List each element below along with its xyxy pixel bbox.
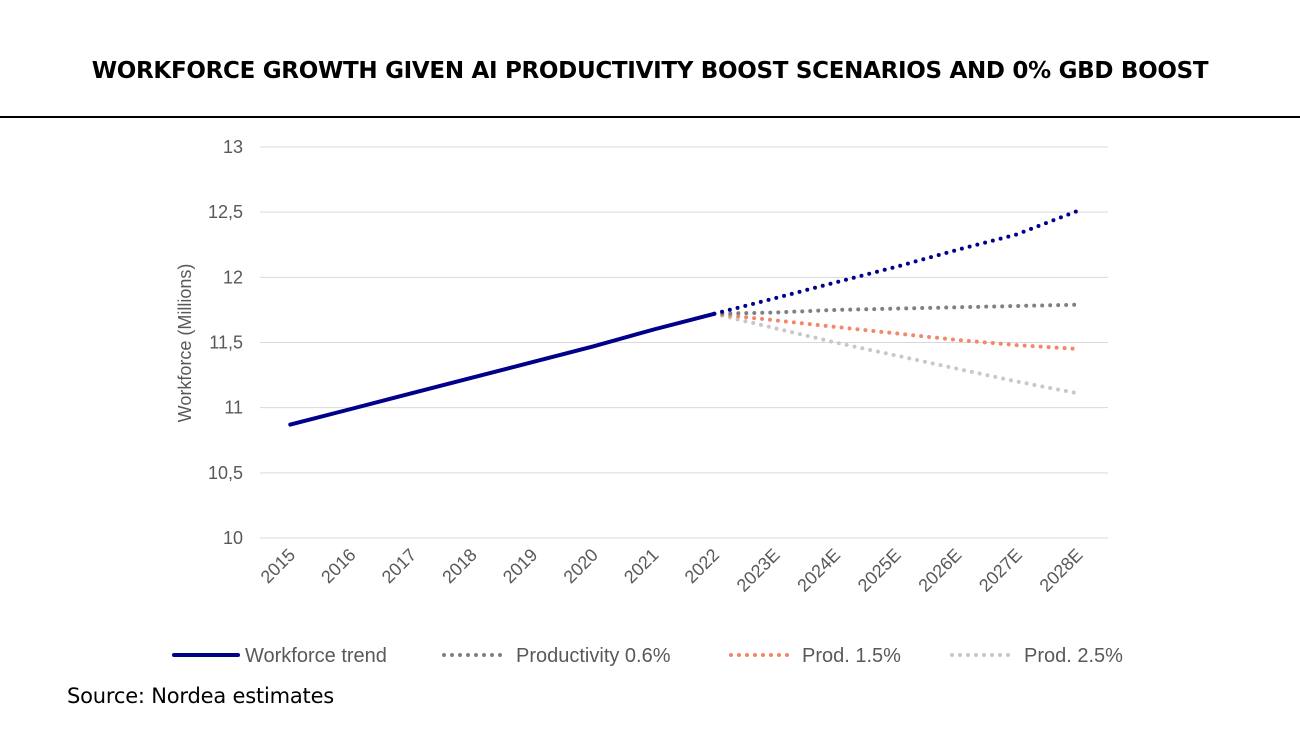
legend-label: Productivity 0.6% — [516, 645, 671, 667]
x-tick-label: 2026E — [914, 545, 965, 596]
source-note: Source: Nordea estimates — [67, 684, 335, 708]
series-lines — [288, 208, 1080, 427]
y-axis-ticks: 10 10,5 11 11,5 12 12,5 13 — [208, 137, 243, 548]
series-line-scenario-2 — [712, 311, 1080, 351]
chart-title: WORKFORCE GROWTH GIVEN AI PRODUCTIVITY B… — [91, 58, 1209, 84]
y-axis-title: Workforce (Millions) — [175, 264, 195, 423]
legend-label: Prod. 1.5% — [802, 645, 901, 667]
x-tick-label: 2027E — [975, 545, 1026, 596]
x-tick-label: 2017 — [378, 545, 420, 587]
gridlines — [260, 146, 1108, 539]
legend-label: Workforce trend — [245, 645, 387, 667]
series-line-workforce-projection — [712, 208, 1080, 316]
x-tick-label: 2025E — [854, 545, 905, 596]
y-tick-label: 12 — [223, 267, 243, 287]
x-axis-ticks: 2015 2016 2017 2018 2019 2020 2021 2022 2023E 202… — [257, 545, 1087, 596]
title-divider — [0, 116, 1300, 118]
y-tick-label: 10 — [223, 528, 243, 548]
x-tick-label: 2022 — [681, 545, 723, 587]
x-tick-label: 2028E — [1036, 545, 1087, 596]
x-tick-label: 2020 — [560, 545, 602, 587]
series-line-scenario-3 — [712, 311, 1080, 396]
legend-label: Prod. 2.5% — [1024, 645, 1123, 667]
y-tick-label: 12,5 — [208, 202, 243, 222]
x-tick-label: 2016 — [317, 545, 359, 587]
x-tick-label: 2024E — [793, 545, 844, 596]
y-tick-label: 13 — [223, 137, 243, 157]
legend: Workforce trend Productivity 0.6% Prod. 1.… — [172, 645, 1123, 667]
y-tick-label: 10,5 — [208, 463, 243, 483]
y-tick-label: 11,5 — [209, 333, 243, 353]
x-tick-label: 2023E — [733, 545, 784, 596]
series-line-scenario-1 — [712, 302, 1080, 316]
y-tick-label: 11 — [224, 398, 243, 418]
x-tick-label: 2018 — [438, 545, 480, 587]
x-tick-label: 2019 — [499, 545, 541, 587]
series-line-workforce-trend — [288, 311, 717, 427]
x-tick-label: 2015 — [257, 545, 299, 587]
x-tick-label: 2021 — [620, 545, 662, 587]
